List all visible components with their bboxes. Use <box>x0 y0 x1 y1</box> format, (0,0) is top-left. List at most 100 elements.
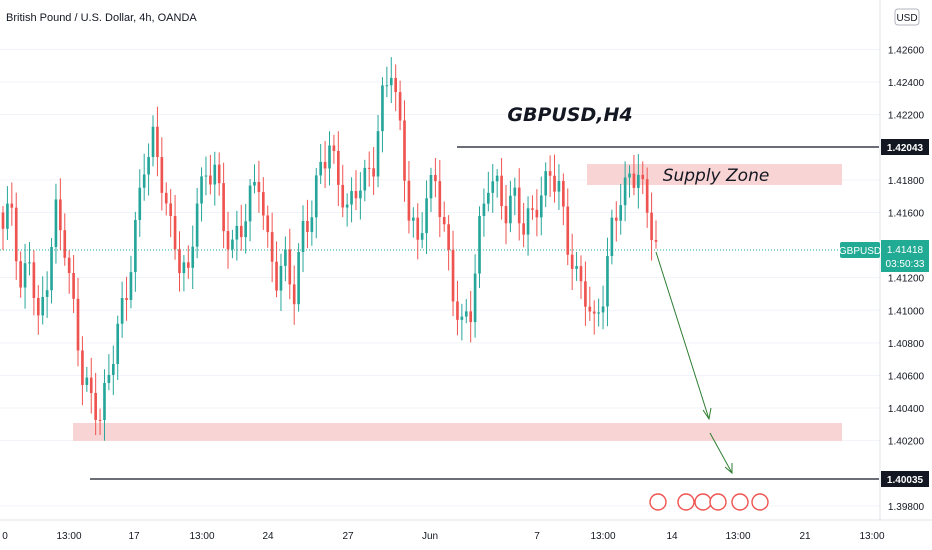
candle-body <box>579 266 583 282</box>
candle-body <box>178 249 181 274</box>
candle-body <box>111 364 115 375</box>
candle-body <box>301 220 305 252</box>
symbol-title: British Pound / U.S. Dollar, 4h, OANDA <box>6 12 197 24</box>
candle-body <box>72 272 75 299</box>
price-tick-label: 1.40200 <box>888 437 925 448</box>
candle-body <box>584 281 587 307</box>
candle-body <box>473 273 477 323</box>
candle-body <box>398 92 402 121</box>
resistance-price-label: 1.42043 <box>887 143 924 154</box>
candle-body <box>517 187 521 224</box>
candle-body <box>103 382 106 421</box>
event-flag-icon[interactable] <box>751 493 769 511</box>
price-tick-label: 1.40400 <box>888 404 925 415</box>
price-tick-label: 1.42600 <box>888 45 925 56</box>
event-flag-icon[interactable] <box>709 493 727 511</box>
candle-body <box>654 240 658 242</box>
candle-body <box>248 185 252 222</box>
time-tick-label: 13:00 <box>189 531 214 542</box>
time-tick-label: 14 <box>666 531 678 542</box>
candle-body <box>416 217 420 240</box>
price-tick-label: 1.41600 <box>888 208 925 219</box>
chart-title: GBPUSD,H4 <box>507 104 632 126</box>
candle-body <box>562 180 565 207</box>
event-markers[interactable] <box>649 493 769 511</box>
candle-body <box>513 187 517 196</box>
candle-body <box>592 311 596 314</box>
candle-body <box>284 249 287 266</box>
event-flag-icon[interactable] <box>694 493 712 511</box>
candle-body <box>191 246 195 268</box>
candle-body <box>610 217 614 257</box>
candle-body <box>76 298 80 351</box>
candle-body <box>412 217 415 221</box>
candle-body <box>548 171 552 176</box>
candle-body <box>200 176 203 204</box>
candle-body <box>575 266 578 269</box>
candle-body <box>169 203 172 216</box>
current-price-tag-bg <box>881 240 929 272</box>
candle-body <box>588 306 592 312</box>
candle-body <box>85 377 89 385</box>
event-flag-icon[interactable] <box>649 493 667 511</box>
candle-body <box>328 145 331 169</box>
time-tick-label: 7 <box>534 531 540 542</box>
resistance-price-label-bg <box>881 139 929 155</box>
candle-body <box>407 180 411 221</box>
candle-body <box>204 175 208 177</box>
time-tick-label: 0 <box>2 531 8 542</box>
candle-body <box>385 85 389 87</box>
candle-body <box>6 203 9 229</box>
symbol-tag-bg <box>840 242 880 258</box>
symbol-tag: GBPUSD <box>839 246 881 257</box>
event-flag-icon[interactable] <box>731 493 749 511</box>
candle-body <box>129 272 133 300</box>
candle-body <box>160 157 164 193</box>
candle-body <box>381 85 384 132</box>
candle-body <box>288 249 292 285</box>
candle-body <box>41 296 45 316</box>
candle-body <box>526 208 530 235</box>
candle-body <box>354 191 358 199</box>
candle-body <box>32 262 36 298</box>
candle-body <box>186 262 190 268</box>
candle-body <box>500 175 503 207</box>
candle-body <box>94 393 97 420</box>
price-tick-label: 1.39800 <box>888 502 925 513</box>
time-tick-label: 13:00 <box>859 531 884 542</box>
candle-body <box>28 262 31 264</box>
candle-body <box>120 298 124 324</box>
time-axis[interactable]: 0 13:00 17 13:00 24 27 Jun 7 13:00 14 13:00 21 13:00 <box>2 531 885 542</box>
projection-arrows <box>655 251 733 475</box>
candle-body <box>628 173 631 178</box>
time-tick-label: 17 <box>128 531 140 542</box>
event-flag-icon[interactable] <box>677 493 695 511</box>
arrow-1-head <box>702 407 712 421</box>
candle-body <box>231 239 234 250</box>
candle-body <box>442 217 446 225</box>
candle-body <box>222 183 225 232</box>
candle-body <box>614 217 618 221</box>
candle-body <box>363 167 367 191</box>
candle-body <box>297 251 300 305</box>
candle-body <box>125 298 128 300</box>
arrow-2-head <box>724 463 733 475</box>
candle-body <box>438 181 442 218</box>
candle-body <box>504 206 508 224</box>
currency-button[interactable] <box>894 8 920 26</box>
candle-body <box>570 254 574 269</box>
candle-body <box>253 181 256 186</box>
candles <box>1 57 658 441</box>
candle-body <box>469 311 473 323</box>
candle-body <box>142 174 146 188</box>
candle-body <box>372 168 375 177</box>
time-tick-label: 27 <box>342 531 354 542</box>
candle-body <box>314 175 318 218</box>
candle-body <box>244 221 247 238</box>
price-axis[interactable]: 1.42600 1.42400 1.42200 1.41800 1.41600 1.412… <box>888 45 925 512</box>
candle-body <box>345 204 349 208</box>
candle-body <box>239 225 243 238</box>
current-price-value: 1.41418 <box>887 245 924 256</box>
candle-body <box>487 192 490 204</box>
